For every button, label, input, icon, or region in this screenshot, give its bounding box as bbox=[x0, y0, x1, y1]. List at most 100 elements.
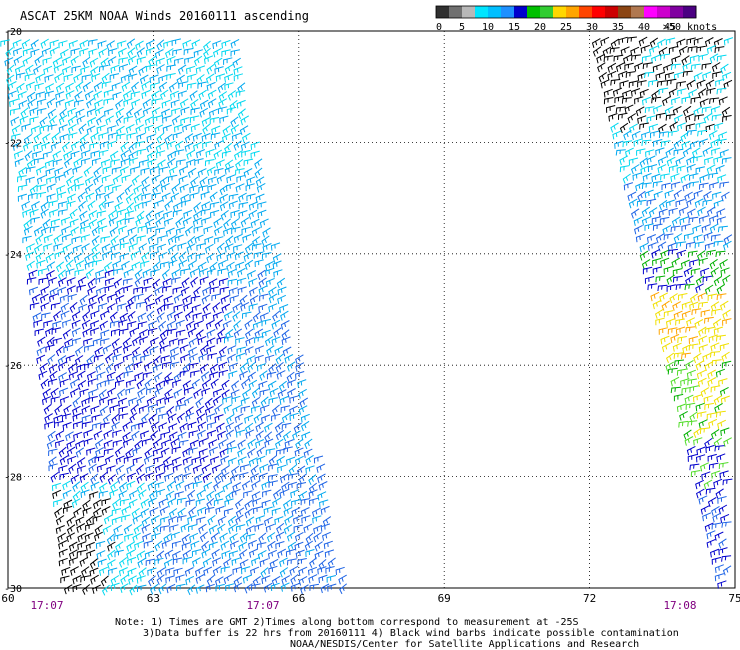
wind-barb bbox=[182, 123, 192, 133]
wind-barb bbox=[61, 566, 71, 576]
wind-barb bbox=[169, 361, 180, 370]
wind-barb bbox=[36, 184, 47, 192]
wind-barb bbox=[637, 115, 647, 124]
wind-barb bbox=[659, 216, 670, 225]
wind-barb bbox=[148, 55, 157, 67]
wind-barb bbox=[188, 337, 198, 348]
wind-barb bbox=[132, 446, 142, 457]
wind-barb bbox=[698, 326, 707, 337]
wind-barb bbox=[106, 465, 116, 474]
wind-barb bbox=[284, 439, 294, 448]
wind-barb bbox=[17, 193, 28, 202]
wind-barb bbox=[228, 523, 237, 534]
wind-barb bbox=[185, 65, 196, 75]
wind-barb bbox=[628, 198, 638, 209]
wind-barb bbox=[711, 556, 722, 565]
wind-barb bbox=[201, 201, 211, 211]
wind-barb bbox=[130, 250, 140, 261]
wind-barb bbox=[136, 395, 146, 406]
colorbar-swatch bbox=[605, 6, 619, 18]
wind-barb bbox=[649, 37, 659, 48]
wind-barb bbox=[245, 337, 255, 347]
wind-barb bbox=[219, 115, 229, 124]
wind-barb bbox=[168, 82, 178, 93]
wind-barb bbox=[689, 181, 699, 188]
wind-barb bbox=[254, 328, 264, 339]
wind-barb bbox=[164, 388, 173, 400]
wind-barb bbox=[63, 157, 73, 169]
wind-barb bbox=[23, 133, 33, 145]
wind-barb bbox=[255, 193, 265, 203]
wind-barb bbox=[186, 82, 197, 90]
wind-barb bbox=[193, 210, 202, 221]
wind-barb bbox=[684, 191, 693, 202]
wind-barb bbox=[721, 351, 730, 362]
wind-barb bbox=[118, 413, 129, 421]
wind-barb bbox=[312, 507, 321, 518]
wind-barb bbox=[708, 334, 718, 343]
wind-barb bbox=[689, 293, 699, 304]
wind-barb bbox=[697, 206, 706, 217]
wind-barb bbox=[619, 155, 629, 166]
wind-barb bbox=[163, 378, 174, 387]
wind-barb bbox=[169, 90, 179, 100]
wind-barb bbox=[250, 473, 259, 483]
wind-barb bbox=[637, 72, 647, 81]
wind-barb bbox=[648, 79, 658, 87]
wind-barb bbox=[113, 533, 124, 542]
wind-barb bbox=[91, 225, 100, 237]
wind-barb bbox=[136, 47, 145, 58]
wind-barb bbox=[104, 285, 114, 293]
wind-barb bbox=[271, 336, 281, 346]
wind-barb bbox=[192, 312, 202, 321]
wind-barb bbox=[681, 140, 691, 150]
wind-barb bbox=[704, 316, 714, 324]
wind-barb bbox=[150, 583, 159, 595]
wind-barb bbox=[690, 96, 701, 104]
wind-barb bbox=[142, 532, 152, 542]
wind-barb bbox=[198, 185, 208, 193]
wind-barb bbox=[156, 304, 166, 315]
lon-tick-label: 72 bbox=[583, 592, 596, 605]
wind-barb bbox=[689, 463, 700, 471]
wind-barb bbox=[82, 81, 91, 92]
wind-barb bbox=[682, 105, 692, 117]
wind-barb bbox=[160, 431, 170, 440]
wind-barb bbox=[204, 159, 215, 167]
wind-barb bbox=[51, 327, 62, 335]
wind-barb bbox=[716, 87, 727, 95]
wind-barb bbox=[129, 412, 138, 424]
wind-barb bbox=[145, 218, 154, 229]
wind-barb bbox=[191, 304, 201, 313]
wind-barb bbox=[297, 379, 307, 388]
wind-barb bbox=[134, 268, 143, 280]
wind-barb bbox=[45, 252, 55, 263]
wind-barb bbox=[77, 191, 86, 203]
wind-barb bbox=[95, 269, 105, 279]
wind-barb bbox=[187, 489, 196, 501]
colorbar-label: 25 bbox=[560, 22, 572, 33]
wind-barb bbox=[156, 312, 165, 323]
wind-barb bbox=[251, 480, 260, 491]
wind-barb bbox=[177, 507, 186, 518]
wind-barb bbox=[218, 278, 229, 287]
wind-barb bbox=[74, 90, 83, 102]
wind-barb bbox=[673, 71, 684, 80]
wind-barb bbox=[254, 523, 264, 532]
wind-barb bbox=[86, 125, 96, 135]
wind-barb bbox=[271, 575, 281, 586]
wind-barb bbox=[205, 319, 215, 330]
wind-barb bbox=[723, 437, 732, 447]
wind-barb bbox=[695, 275, 705, 286]
wind-barb bbox=[710, 106, 721, 115]
wind-barb bbox=[187, 167, 197, 178]
wind-barb bbox=[94, 524, 103, 535]
wind-barb bbox=[240, 115, 250, 126]
wind-barb bbox=[195, 574, 205, 584]
wind-barb bbox=[101, 584, 110, 596]
wind-barb bbox=[702, 199, 713, 207]
wind-barb bbox=[128, 142, 137, 154]
wind-barb bbox=[190, 98, 199, 110]
wind-barb bbox=[220, 209, 229, 221]
wind-barb bbox=[216, 242, 225, 254]
